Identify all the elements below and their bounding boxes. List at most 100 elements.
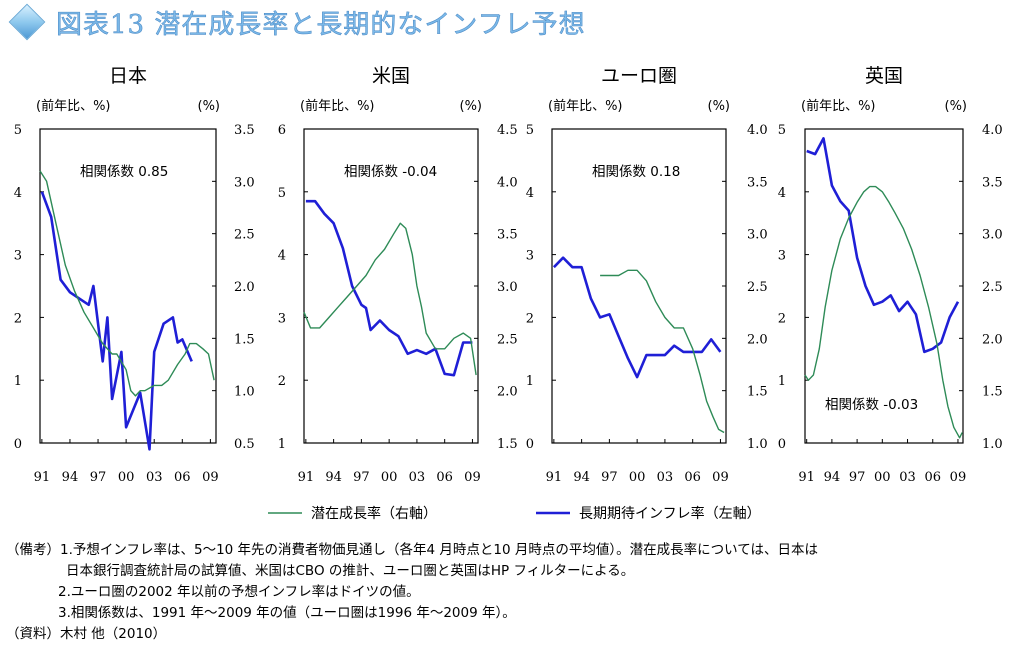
left-tick-label: 0 — [14, 437, 22, 452]
right-tick-label: 3.5 — [497, 228, 518, 243]
left-tick-label: 1 — [526, 374, 534, 389]
left-tick-label: 3 — [14, 249, 22, 264]
note-line-4: 3.相関係数は、1991 年～2009 年の値（ユーロ圏は1996 年～2009… — [58, 605, 516, 621]
left-tick-label: 0 — [778, 437, 786, 452]
note-line-3: 2.ユーロ圏の2002 年以前の予想インフレ率はドイツの値。 — [58, 584, 420, 600]
inflation-line-2 — [552, 256, 722, 379]
inflation-line-3 — [806, 137, 960, 354]
x-tick-label: 03 — [657, 470, 674, 485]
potential-growth-line-1 — [303, 222, 477, 376]
left-tick-label: 1 — [278, 437, 286, 452]
right-unit-0: (%) — [198, 99, 221, 114]
right-tick-label: 2.5 — [747, 280, 768, 295]
note-line-1: （備考）1.予想インフレ率は、5～10 年先の消費者物価見通し（各年4 月時点と… — [6, 542, 818, 558]
right-tick-label: 2.5 — [497, 332, 518, 347]
x-tick-label: 06 — [436, 470, 453, 485]
panel-title-2: ユーロ圏 — [601, 65, 677, 87]
right-tick-label: 2.0 — [982, 332, 1003, 347]
x-tick-label: 97 — [849, 470, 866, 485]
left-tick-label: 5 — [778, 123, 786, 138]
x-tick-label: 03 — [899, 470, 916, 485]
left-tick-label: 2 — [14, 311, 22, 326]
right-tick-label: 2.0 — [497, 385, 518, 400]
left-tick-label: 0 — [526, 437, 534, 452]
x-tick-label: 00 — [629, 470, 646, 485]
title-bar: 図表13 潜在成長率と長期的なインフレ予想 — [8, 2, 586, 42]
x-tick-label: 94 — [325, 470, 342, 485]
right-tick-label: 1.5 — [497, 437, 518, 452]
potential-growth-line-3 — [804, 185, 963, 439]
right-unit-1: (%) — [460, 99, 483, 114]
left-tick-label: 4 — [526, 186, 534, 201]
legend-inflation-label: 長期期待インフレ率（左軸） — [579, 505, 761, 522]
left-unit-1: (前年比、%) — [300, 98, 375, 114]
right-tick-label: 1.5 — [234, 332, 255, 347]
right-tick-label: 1.5 — [747, 385, 768, 400]
correlation-annotation-1: 相関係数 -0.04 — [344, 164, 437, 180]
left-tick-label: 3 — [526, 249, 534, 264]
x-tick-label: 97 — [601, 470, 618, 485]
left-tick-label: 2 — [278, 374, 286, 389]
right-tick-label: 3.0 — [747, 228, 768, 243]
right-tick-label: 2.5 — [234, 228, 255, 243]
right-tick-label: 2.0 — [747, 332, 768, 347]
left-tick-label: 1 — [778, 374, 786, 389]
left-tick-label: 2 — [778, 311, 786, 326]
page-title: 図表13 潜在成長率と長期的なインフレ予想 — [56, 9, 586, 40]
x-tick-label: 06 — [174, 470, 191, 485]
right-unit-3: (%) — [945, 99, 968, 114]
x-tick-label: 97 — [90, 470, 107, 485]
potential-growth-line-0 — [39, 170, 215, 397]
x-tick-label: 09 — [464, 470, 481, 485]
left-tick-label: 5 — [526, 123, 534, 138]
right-tick-label: 0.5 — [234, 437, 255, 452]
right-unit-2: (%) — [708, 99, 731, 114]
x-tick-label: 03 — [409, 470, 426, 485]
right-tick-label: 1.0 — [234, 385, 255, 400]
x-tick-label: 91 — [34, 470, 51, 485]
note-line-5: （資料）木村 他（2010） — [6, 626, 167, 642]
right-tick-label: 1.0 — [747, 437, 768, 452]
x-tick-label: 09 — [950, 470, 967, 485]
left-tick-label: 3 — [278, 311, 286, 326]
left-tick-label: 5 — [14, 123, 22, 138]
right-tick-label: 3.0 — [982, 228, 1003, 243]
inflation-line-1 — [305, 199, 473, 377]
right-tick-label: 1.5 — [982, 385, 1003, 400]
left-tick-label: 6 — [278, 123, 286, 138]
notes: （備考）1.予想インフレ率は、5～10 年先の消費者物価見通し（各年4 月時点と… — [6, 540, 818, 645]
left-unit-3: (前年比、%) — [801, 98, 876, 114]
left-tick-label: 4 — [278, 249, 286, 264]
inflation-line-0 — [40, 191, 193, 451]
panel-title-1: 米国 — [372, 65, 410, 87]
x-tick-label: 06 — [684, 470, 701, 485]
panel-title-3: 英国 — [865, 65, 903, 87]
x-tick-label: 09 — [712, 470, 729, 485]
x-tick-label: 06 — [924, 470, 941, 485]
left-unit-2: (前年比、%) — [548, 98, 623, 114]
x-tick-label: 03 — [146, 470, 163, 485]
x-tick-label: 00 — [118, 470, 135, 485]
correlation-annotation-3: 相関係数 -0.03 — [825, 397, 918, 413]
x-tick-label: 00 — [874, 470, 891, 485]
x-tick-label: 91 — [298, 470, 315, 485]
panel-title-0: 日本 — [109, 65, 147, 87]
left-tick-label: 4 — [778, 186, 786, 201]
note-line-2: 日本銀行調査統計局の試算値、米国はCBO の推計、ユーロ圏と英国はHP フィルタ… — [66, 563, 635, 579]
potential-growth-line-2 — [600, 269, 725, 434]
x-tick-label: 97 — [353, 470, 370, 485]
left-tick-label: 5 — [278, 186, 286, 201]
right-tick-label: 3.5 — [747, 175, 768, 190]
legend-potential-label: 潜在成長率（右軸） — [311, 505, 437, 522]
right-tick-label: 4.0 — [747, 123, 768, 138]
right-tick-label: 4.0 — [982, 123, 1003, 138]
right-tick-label: 4.5 — [497, 123, 518, 138]
right-tick-label: 2.5 — [982, 280, 1003, 295]
right-tick-label: 4.0 — [497, 175, 518, 190]
left-tick-label: 4 — [14, 186, 22, 201]
right-tick-label: 3.0 — [234, 175, 255, 190]
left-unit-0: (前年比、%) — [36, 98, 111, 114]
left-tick-label: 2 — [526, 311, 534, 326]
x-tick-label: 94 — [824, 470, 841, 485]
charts-canvas: 日本 (前年比、%) (%) 0 1 2 3 4 5 0.5 1.0 1.5 2.0 2.5 3.0 3.5 9… — [14, 65, 1003, 522]
